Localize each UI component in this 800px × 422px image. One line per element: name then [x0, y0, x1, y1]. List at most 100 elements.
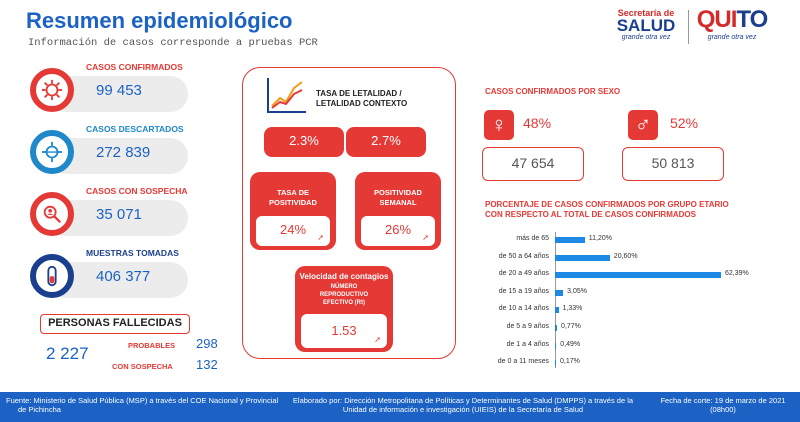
quito-logo: QUITO grande otra vez	[694, 6, 770, 46]
positividad-value: 24%	[279, 222, 307, 237]
positividad-semanal-card: POSITIVIDAD SEMANAL 26% ➚	[355, 172, 441, 250]
page-subtitle: Información de casos corresponde a prueb…	[28, 37, 318, 49]
logo-salud-line1: Secretaría de	[617, 8, 675, 18]
stat-muestras: MUESTRAS TOMADAS 406 377	[30, 248, 190, 300]
footer-fecha-line1: Fecha de corte: 19 de marzo de 2021	[660, 396, 786, 405]
age-value-label: 11,20%	[588, 235, 613, 242]
test-tube-icon	[30, 254, 74, 298]
footer-fuente-line1: Fuente: Ministerio de Salud Pública (MSP…	[6, 396, 279, 405]
letalidad-title-line2: LETALIDAD CONTEXTO	[316, 99, 408, 108]
stat-confirmados: CASOS CONFIRMADOS 99 453	[30, 62, 190, 114]
contagio-sub2: REPRODUCTIVO	[319, 292, 369, 298]
fallecidos-probables-value: 298	[196, 336, 218, 351]
positividad-card: TASA DE POSITIVIDAD 24% ➚	[250, 172, 336, 250]
fallecidos-sospecha-label: CON SOSPECHA	[112, 362, 173, 371]
stat-label: CASOS DESCARTADOS	[86, 124, 184, 134]
letalidad-contexto-value: 2.7%	[346, 127, 426, 157]
tasa-letalidad-value: 2.3%	[264, 127, 344, 157]
age-value-label: 3,05%	[567, 287, 587, 295]
male-count: 50 813	[622, 147, 724, 181]
logo-divider	[688, 10, 689, 44]
positividad-label1: TASA DE	[276, 188, 310, 197]
footer-fecha: Fecha de corte: 19 de marzo de 2021 (08h…	[652, 396, 794, 414]
age-bar	[555, 342, 557, 349]
age-chart-title-line2: CON RESPECTO AL TOTAL DE CASOS CONFIRMAD…	[485, 210, 696, 219]
stat-value: 272 839	[96, 144, 151, 161]
stat-value: 406 377	[96, 268, 151, 285]
letalidad-panel	[242, 67, 456, 359]
fallecidos-probables-label: PROBABLES	[128, 341, 176, 350]
footer: Fuente: Ministerio de Salud Pública (MSP…	[0, 392, 800, 422]
search-person-icon	[30, 192, 74, 236]
age-bar	[555, 289, 564, 296]
footer-elaborado-line2: Unidad de información e investigación (U…	[342, 405, 584, 414]
age-category-label: de 0 a 11 meses	[497, 358, 549, 366]
age-category-label: de 10 a 14 años	[498, 305, 549, 313]
age-value-label: 20,60%	[613, 252, 638, 260]
stat-label: CASOS CON SOSPECHA	[86, 186, 188, 196]
fallecidos-title: PERSONAS FALLECIDAS	[40, 314, 190, 334]
fallecidos-total: 2 227	[46, 344, 89, 363]
stat-sospecha: CASOS CON SOSPECHA 35 071	[30, 186, 190, 238]
semanal-label1: POSITIVIDAD	[374, 188, 422, 197]
arrow-icon: ➚	[317, 233, 324, 242]
logo-quito-tagline: grande otra vez	[707, 34, 757, 41]
female-count: 47 654	[482, 147, 584, 181]
age-value-label: 0,17%	[560, 358, 580, 366]
footer-fuente-line2: de Pichincha	[18, 405, 61, 414]
age-value-label: 1,33%	[562, 305, 583, 313]
stat-descartados: CASOS DESCARTADOS 272 839	[30, 124, 190, 176]
age-bar	[555, 272, 721, 279]
age-bar	[555, 325, 558, 331]
letalidad-title: TASA DE LETALIDAD / LETALIDAD CONTEXTO	[316, 89, 407, 109]
age-bar	[555, 307, 559, 314]
age-chart-axis	[555, 232, 556, 368]
age-value-label: 0,49%	[560, 340, 581, 348]
age-category-label: de 20 a 49 años	[498, 270, 549, 278]
sexo-title: CASOS CONFIRMADOS POR SEXO	[485, 87, 621, 96]
virus-icon	[30, 68, 74, 112]
page-title: Resumen epidemiológico	[26, 8, 293, 33]
age-value-label: 0,77%	[561, 323, 581, 330]
stat-value: 35 071	[96, 206, 142, 223]
footer-fuente: Fuente: Ministerio de Salud Pública (MSP…	[6, 396, 286, 414]
female-icon: ♀	[484, 110, 514, 140]
letalidad-title-line1: TASA DE LETALIDAD /	[316, 89, 402, 98]
footer-fecha-line2: (08h00)	[710, 405, 736, 414]
male-icon: ♂	[628, 110, 658, 140]
virus-icon	[30, 130, 74, 174]
contagio-value: 1.53	[331, 323, 357, 338]
contagio-title: Velocidad de contagios	[299, 272, 389, 281]
male-pct: 52%	[670, 115, 699, 131]
semanal-value: 26%	[384, 222, 412, 237]
age-bar	[555, 360, 556, 367]
secretaria-salud-logo: Secretaría de SALUD grande otra vez	[608, 8, 684, 48]
age-category-label: más de 65	[516, 235, 549, 242]
stat-label: CASOS CONFIRMADOS	[86, 62, 183, 72]
semanal-label2: SEMANAL	[379, 198, 417, 207]
female-pct: 48%	[523, 115, 552, 131]
fallecidos-sospecha-value: 132	[196, 357, 218, 372]
arrow-icon: ➚	[374, 335, 381, 344]
age-bar	[555, 237, 585, 243]
logo-salud-line2: SALUD	[616, 16, 676, 35]
stat-label: MUESTRAS TOMADAS	[86, 248, 179, 258]
arrow-icon: ➚	[422, 233, 429, 242]
footer-elaborado-line1: Elaborado por: Dirección Metropolitana d…	[292, 396, 634, 405]
contagio-card: Velocidad de contagios NÚMERO REPRODUCTI…	[295, 266, 393, 352]
age-chart-title-line1: PORCENTAJE DE CASOS CONFIRMADOS POR GRUP…	[485, 200, 729, 209]
logo-quito-b: TO	[736, 6, 768, 33]
positividad-label2: POSITIVIDAD	[269, 198, 317, 207]
age-category-label: de 1 a 4 años	[506, 340, 549, 348]
age-category-label: de 15 a 19 años	[498, 287, 549, 295]
footer-elaborado: Elaborado por: Dirección Metropolitana d…	[288, 396, 638, 414]
contagio-sub3: EFECTIVO (Rt)	[323, 300, 365, 306]
line-chart-icon	[266, 76, 308, 114]
logo-salud-tagline: grande otra vez	[621, 34, 671, 41]
contagio-sub1: NÚMERO	[330, 284, 358, 290]
age-category-label: de 50 a 64 años	[498, 252, 549, 260]
age-chart-title: PORCENTAJE DE CASOS CONFIRMADOS POR GRUP…	[485, 200, 729, 220]
age-value-label: 62,39%	[725, 270, 749, 278]
logo-quito-a: QUI	[696, 6, 738, 33]
age-bar	[555, 254, 610, 261]
